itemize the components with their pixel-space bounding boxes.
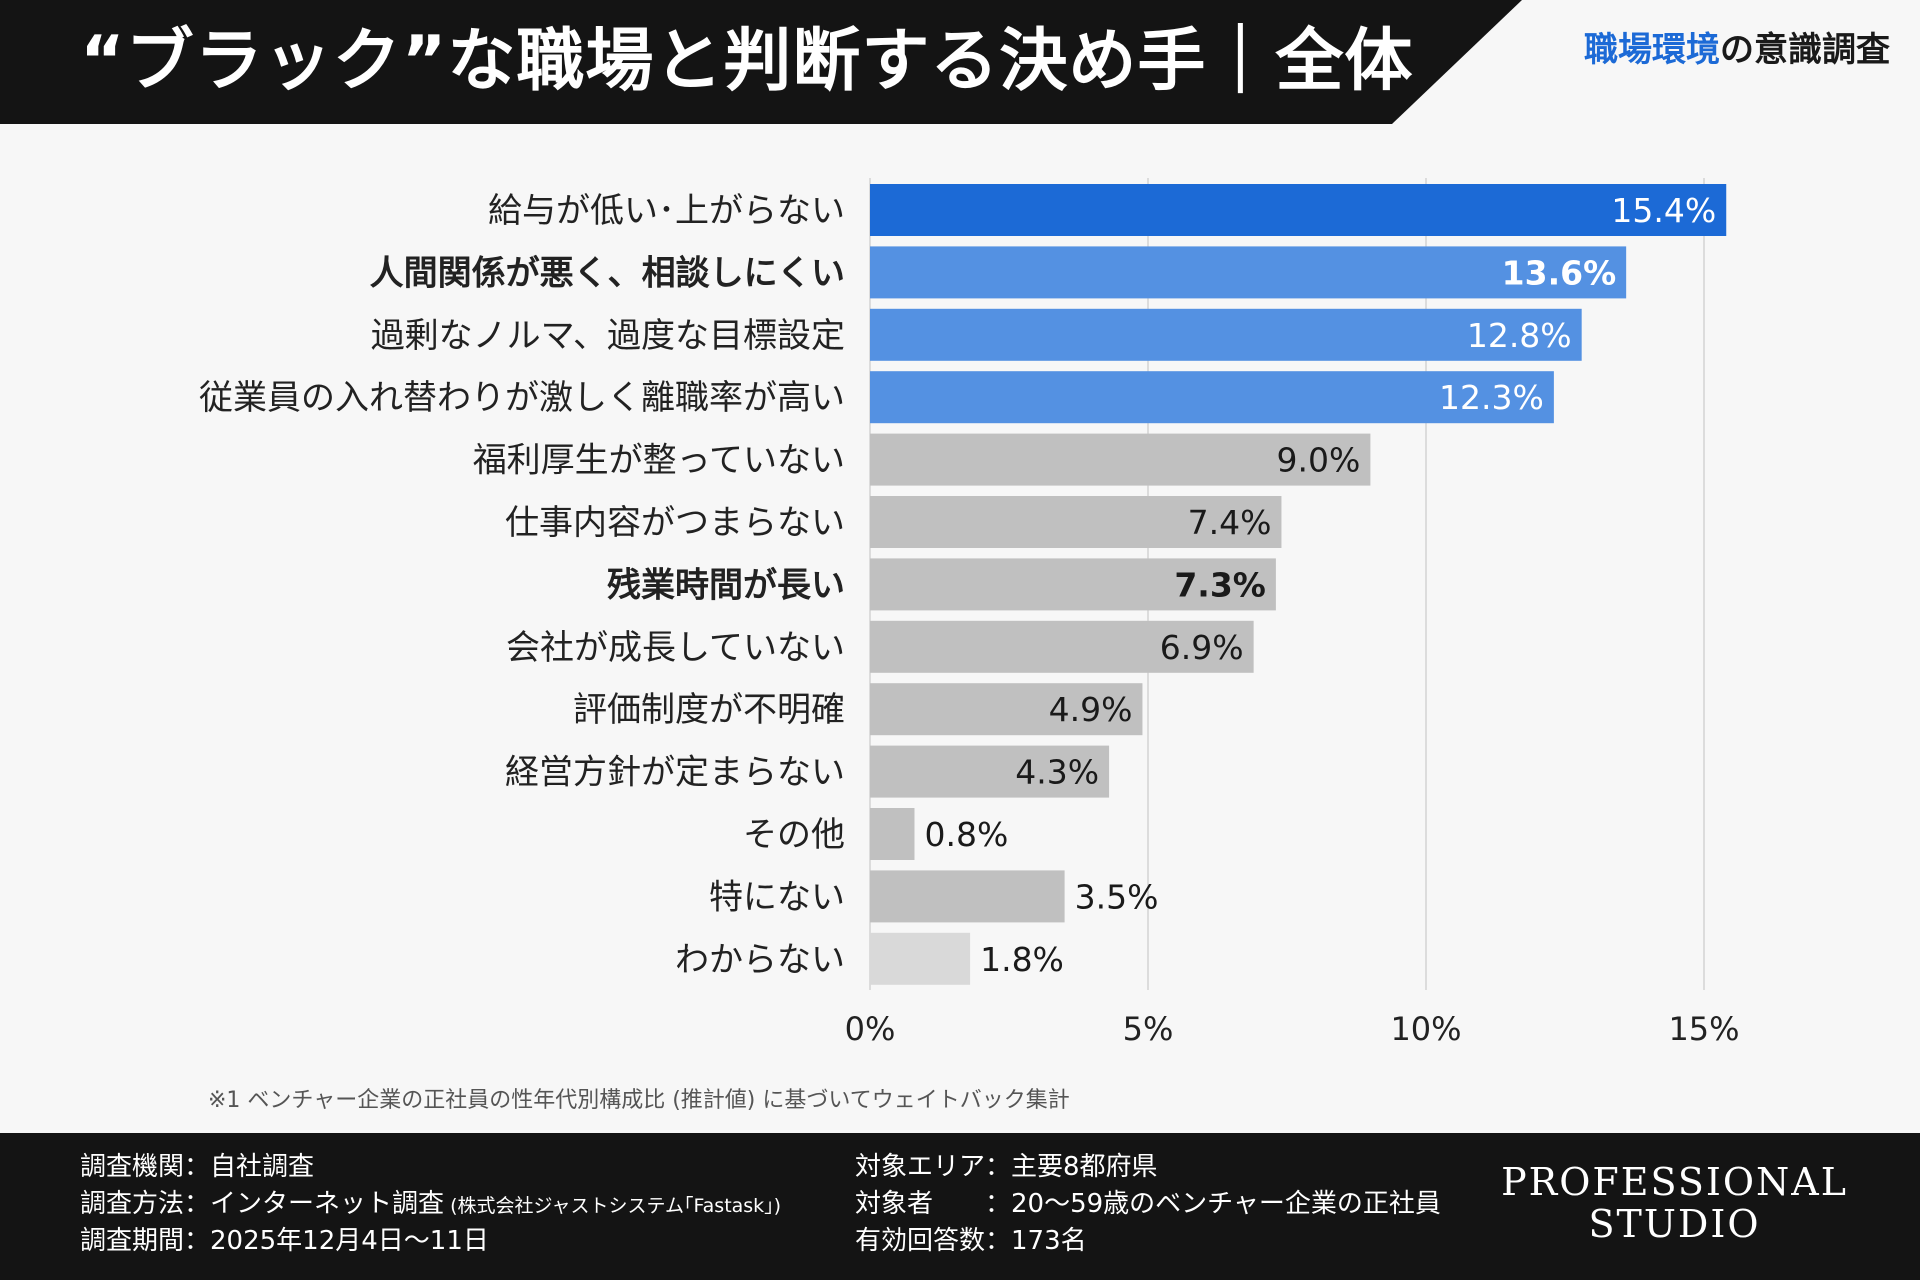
value-label: 6.9% — [1160, 628, 1244, 667]
meta-row-period: 調査期間：2025年12月4日〜11日 — [80, 1223, 781, 1260]
bar — [870, 496, 1282, 548]
meta-label: 対象者 ： — [855, 1189, 1012, 1219]
meta-row-agency: 調査機関：自社調査 — [80, 1149, 781, 1186]
meta-label: 調査期間： — [80, 1226, 211, 1256]
value-label: 15.4% — [1611, 191, 1716, 230]
bar — [870, 620, 1254, 673]
bar-chart: 給与が低い･上がらない人間関係が悪く、相談しにくい過剰なノルマ、過度な目標設定従… — [199, 178, 1740, 1048]
category-label: 人間関係が悪く、相談しにくい — [370, 253, 845, 293]
category-label: 給与が低い･上がらない — [488, 191, 845, 231]
x-tick-label: 0% — [845, 1010, 896, 1048]
category-labels: 給与が低い･上がらない人間関係が悪く、相談しにくい過剰なノルマ、過度な目標設定従… — [199, 191, 845, 980]
value-label: 7.3% — [1174, 565, 1266, 604]
page-title: “ブラック”な職場と判断する決め手｜全体 — [80, 22, 1414, 101]
meta-row-target: 対象者 ：20〜59歳のベンチャー企業の正社員 — [855, 1186, 1441, 1223]
header: “ブラック”な職場と判断する決め手｜全体 職場環境の意識調査 — [0, 0, 1920, 124]
meta-note: (株式会社ジャストシステム｢Fastask｣) — [444, 1195, 782, 1217]
category-label: わからない — [675, 940, 845, 980]
footnote: ※1 ベンチャー企業の正社員の性年代別構成比 (推計値) に基づいてウェイトバッ… — [208, 1088, 1070, 1113]
professional-studio-logo: PROFESSIONAL STUDIO — [1501, 1161, 1848, 1245]
bar — [870, 371, 1554, 424]
meta-value: 173名 — [1011, 1226, 1087, 1256]
category-label: 過剰なノルマ、過度な目標設定 — [371, 316, 845, 356]
bar — [870, 745, 1110, 798]
meta-value: インターネット調査 — [210, 1189, 445, 1219]
tagline-accent: 職場環境 — [1584, 30, 1720, 70]
value-label: 13.6% — [1502, 253, 1617, 292]
bar — [870, 184, 1727, 236]
bar — [870, 246, 1627, 299]
value-label: 1.8% — [980, 940, 1064, 979]
meta-label: 調査方法： — [80, 1189, 211, 1219]
x-tick-label: 10% — [1390, 1010, 1461, 1048]
x-axis-ticks: 0% 5% 10% 15% — [845, 1010, 1740, 1048]
category-label: その他 — [743, 815, 845, 855]
bar — [870, 870, 1065, 923]
footer: 調査機関：自社調査 調査方法：インターネット調査 (株式会社ジャストシステム｢F… — [0, 1133, 1920, 1280]
bars — [870, 184, 1727, 985]
x-tick-label: 5% — [1123, 1010, 1174, 1048]
category-label: 特にない — [709, 877, 845, 917]
value-label: 0.8% — [924, 815, 1008, 854]
meta-label: 有効回答数： — [855, 1226, 1012, 1256]
category-label: 残業時間が長い — [607, 565, 845, 605]
header-banner — [0, 0, 1522, 124]
logo-line-1: PROFESSIONAL — [1501, 1160, 1848, 1204]
category-label: 経営方針が定まらない — [505, 753, 845, 793]
meta-row-method: 調査方法：インターネット調査 (株式会社ジャストシステム｢Fastask｣) — [80, 1186, 781, 1223]
category-label: 評価制度が不明確 — [573, 690, 845, 730]
survey-info-right: 対象エリア：主要8都府県 対象者 ：20〜59歳のベンチャー企業の正社員 有効回… — [855, 1149, 1441, 1260]
x-tick-label: 15% — [1668, 1010, 1739, 1048]
tagline-rest: の意識調査 — [1720, 30, 1890, 70]
bar — [870, 932, 971, 985]
value-label: 9.0% — [1277, 441, 1361, 480]
bar — [870, 808, 915, 860]
category-label: 福利厚生が整っていない — [473, 441, 845, 481]
value-label: 12.8% — [1467, 316, 1572, 355]
value-label: 12.3% — [1439, 378, 1544, 417]
survey-info-left: 調査機関：自社調査 調査方法：インターネット調査 (株式会社ジャストシステム｢F… — [80, 1149, 781, 1260]
value-label: 4.9% — [1049, 690, 1133, 729]
value-label: 3.5% — [1075, 877, 1159, 916]
meta-row-area: 対象エリア：主要8都府県 — [855, 1149, 1441, 1186]
meta-row-responses: 有効回答数：173名 — [855, 1223, 1441, 1260]
logo-line-2: STUDIO — [1588, 1202, 1761, 1246]
category-label: 会社が成長していない — [506, 628, 845, 668]
value-label: 7.4% — [1188, 503, 1272, 542]
value-label: 4.3% — [1015, 753, 1099, 792]
meta-value: 2025年12月4日〜11日 — [210, 1226, 489, 1256]
meta-value: 主要8都府県 — [1011, 1152, 1158, 1182]
meta-value: 20〜59歳のベンチャー企業の正社員 — [1011, 1189, 1441, 1219]
bar — [870, 683, 1143, 736]
meta-value: 自社調査 — [210, 1152, 315, 1182]
category-label: 仕事内容がつまらない — [505, 503, 845, 543]
survey-tagline: 職場環境の意識調査 — [1584, 30, 1890, 70]
meta-label: 調査機関： — [80, 1152, 211, 1182]
bar — [870, 308, 1582, 361]
category-label: 従業員の入れ替わりが激しく離職率が高い — [199, 378, 845, 418]
meta-label: 対象エリア： — [855, 1152, 1012, 1182]
bar — [870, 433, 1371, 486]
value-labels: 15.4% 13.6% 12.8% 12.3% 9.0%7.4% 7.3% 6.9% 4.9%… — [924, 191, 1716, 979]
bar — [870, 558, 1276, 611]
